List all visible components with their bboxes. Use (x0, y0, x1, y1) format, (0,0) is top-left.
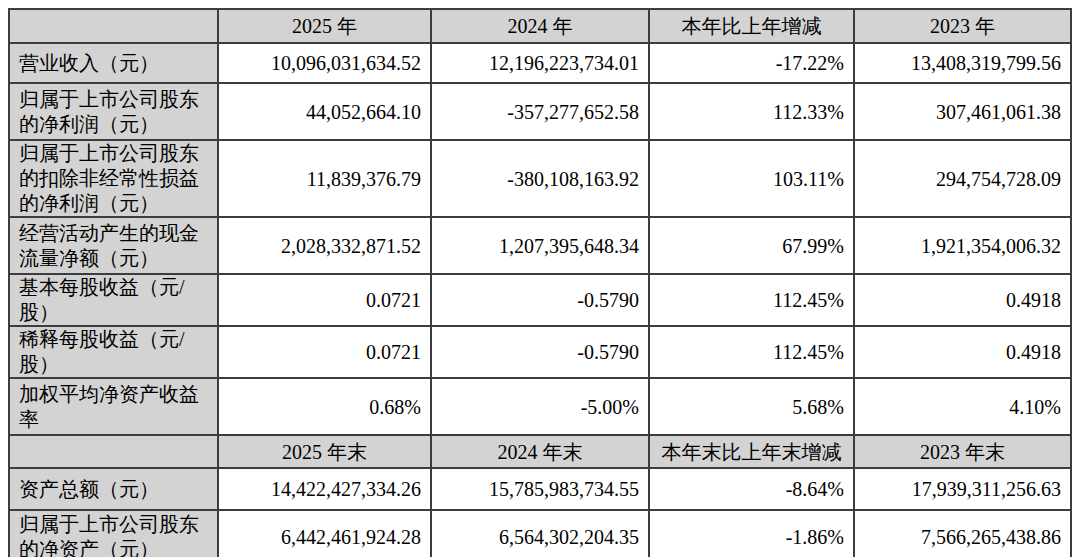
table-row: 资产总额（元）14,422,427,334.2615,785,983,734.5… (9, 468, 1071, 510)
column-header: 2023 年 (854, 9, 1071, 43)
table-row: 基本每股收益（元/股）0.0721-0.5790112.45%0.4918 (9, 274, 1071, 326)
header-row: 2025 年末2024 年末本年末比上年末增减2023 年末 (9, 435, 1071, 468)
table-row: 归属于上市公司股东的扣除非经常性损益的净利润（元）11,839,376.79-3… (9, 140, 1071, 217)
table-row: 稀释每股收益（元/股）0.0721-0.5790112.45%0.4918 (9, 326, 1071, 378)
value-cell: 1,207,395,648.34 (431, 217, 649, 274)
value-cell: 112.45% (649, 274, 854, 326)
column-header: 2024 年 (431, 9, 649, 43)
value-cell: 0.4918 (854, 326, 1071, 378)
row-label: 经营活动产生的现金流量净额（元） (9, 217, 218, 274)
value-cell: 307,461,061.38 (854, 83, 1071, 140)
value-cell: 103.11% (649, 140, 854, 217)
row-label: 加权平均净资产收益率 (9, 378, 218, 435)
table-section: 2025 年末2024 年末本年末比上年末增减2023 年末资产总额（元）14,… (9, 435, 1071, 557)
value-cell: 0.0721 (218, 274, 431, 326)
page: 2025 年2024 年本年比上年增减2023 年营业收入（元）10,096,0… (0, 8, 1080, 557)
value-cell: 14,422,427,334.26 (218, 468, 431, 510)
header-row: 2025 年2024 年本年比上年增减2023 年 (9, 9, 1071, 43)
column-header: 2025 年末 (218, 435, 431, 468)
value-cell: 4.10% (854, 378, 1071, 435)
value-cell: -1.86% (649, 510, 854, 557)
value-cell: 112.33% (649, 83, 854, 140)
row-label: 资产总额（元） (9, 468, 218, 510)
corner-cell (9, 9, 218, 43)
table-row: 归属于上市公司股东的净资产（元）6,442,461,924.286,564,30… (9, 510, 1071, 557)
value-cell: 5.68% (649, 378, 854, 435)
value-cell: 1,921,354,006.32 (854, 217, 1071, 274)
row-label: 稀释每股收益（元/股） (9, 326, 218, 378)
row-label: 基本每股收益（元/股） (9, 274, 218, 326)
value-cell: 13,408,319,799.56 (854, 43, 1071, 83)
column-header: 本年比上年增减 (649, 9, 854, 43)
value-cell: 44,052,664.10 (218, 83, 431, 140)
value-cell: 12,196,223,734.01 (431, 43, 649, 83)
value-cell: 0.0721 (218, 326, 431, 378)
value-cell: 6,564,302,204.35 (431, 510, 649, 557)
financial-summary-table: 2025 年2024 年本年比上年增减2023 年营业收入（元）10,096,0… (8, 8, 1072, 557)
value-cell: 6,442,461,924.28 (218, 510, 431, 557)
value-cell: -0.5790 (431, 274, 649, 326)
corner-cell (9, 435, 218, 468)
table-row: 经营活动产生的现金流量净额（元）2,028,332,871.521,207,39… (9, 217, 1071, 274)
row-label: 归属于上市公司股东的净利润（元） (9, 83, 218, 140)
table-row: 归属于上市公司股东的净利润（元）44,052,664.10-357,277,65… (9, 83, 1071, 140)
value-cell: -5.00% (431, 378, 649, 435)
value-cell: 67.99% (649, 217, 854, 274)
value-cell: 15,785,983,734.55 (431, 468, 649, 510)
row-label: 归属于上市公司股东的扣除非经常性损益的净利润（元） (9, 140, 218, 217)
table-row: 加权平均净资产收益率0.68%-5.00%5.68%4.10% (9, 378, 1071, 435)
value-cell: 7,566,265,438.86 (854, 510, 1071, 557)
value-cell: 294,754,728.09 (854, 140, 1071, 217)
column-header: 本年末比上年末增减 (649, 435, 854, 468)
row-label: 归属于上市公司股东的净资产（元） (9, 510, 218, 557)
value-cell: -8.64% (649, 468, 854, 510)
table-section: 2025 年2024 年本年比上年增减2023 年营业收入（元）10,096,0… (9, 9, 1071, 435)
value-cell: 10,096,031,634.52 (218, 43, 431, 83)
row-label: 营业收入（元） (9, 43, 218, 83)
value-cell: 0.68% (218, 378, 431, 435)
column-header: 2023 年末 (854, 435, 1071, 468)
value-cell: -357,277,652.58 (431, 83, 649, 140)
value-cell: 17,939,311,256.63 (854, 468, 1071, 510)
value-cell: -0.5790 (431, 326, 649, 378)
table-row: 营业收入（元）10,096,031,634.5212,196,223,734.0… (9, 43, 1071, 83)
value-cell: 112.45% (649, 326, 854, 378)
value-cell: -17.22% (649, 43, 854, 83)
column-header: 2024 年末 (431, 435, 649, 468)
value-cell: 0.4918 (854, 274, 1071, 326)
column-header: 2025 年 (218, 9, 431, 43)
value-cell: 11,839,376.79 (218, 140, 431, 217)
value-cell: -380,108,163.92 (431, 140, 649, 217)
value-cell: 2,028,332,871.52 (218, 217, 431, 274)
